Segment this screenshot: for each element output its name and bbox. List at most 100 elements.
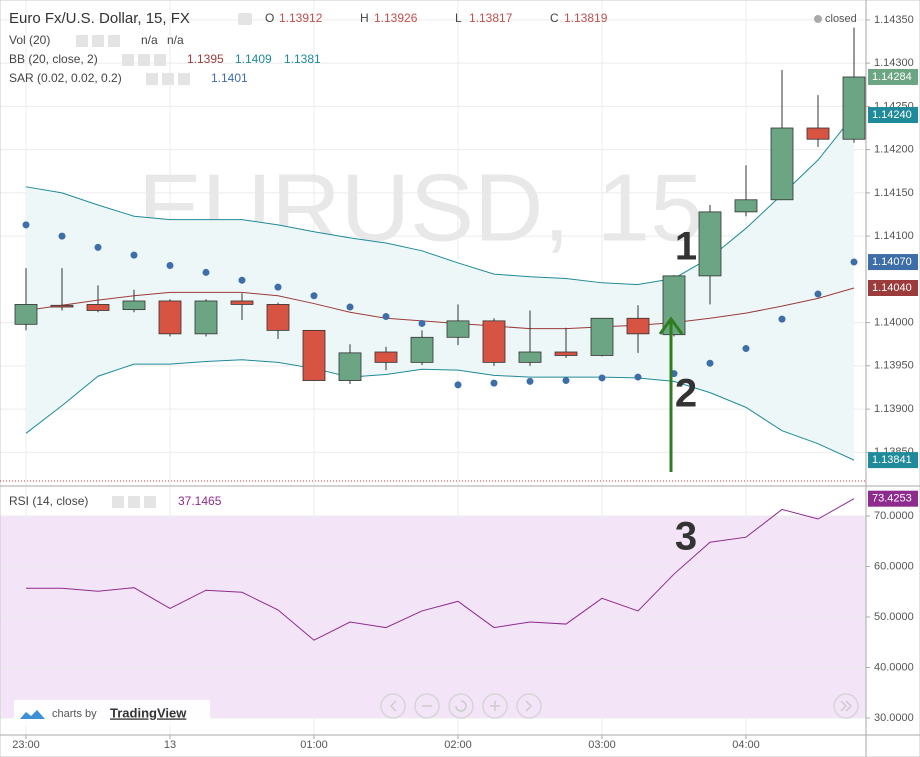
- indicator-value: n/a: [141, 33, 158, 47]
- x-tick-label: 03:00: [588, 739, 616, 751]
- candle-body: [482, 320, 506, 363]
- sar-dot: [202, 268, 210, 276]
- sar-dot: [274, 283, 282, 291]
- candle-body: [626, 317, 650, 335]
- nav-buttons[interactable]: [380, 693, 859, 719]
- reset[interactable]: [448, 693, 474, 719]
- ohlc-label: O: [265, 11, 274, 25]
- branding-prefix: charts by: [52, 708, 97, 720]
- last-value-label: 73.4253: [872, 493, 912, 505]
- indicator-line: [25, 287, 855, 330]
- y-tick-label: 60.0000: [874, 560, 914, 572]
- sar-dot: [382, 313, 390, 321]
- candle-body: [842, 76, 866, 140]
- ohlc-value: 1.13817: [469, 11, 513, 25]
- y-tick-label: 1.14100: [874, 230, 914, 242]
- last-value-label: 1.14040: [872, 282, 912, 294]
- candle-body: [554, 351, 578, 356]
- candle-body: [446, 320, 470, 338]
- sar-dot: [706, 359, 714, 367]
- indicator-value: n/a: [167, 33, 184, 47]
- x-tick-label: 02:00: [444, 739, 472, 751]
- header-icons: [76, 13, 252, 508]
- logo: [20, 710, 45, 719]
- last-value-tag: [868, 254, 918, 271]
- candle-body: [266, 304, 290, 331]
- last-value-label: 1.14070: [872, 256, 912, 268]
- indicator-value: 1.1409: [235, 52, 272, 66]
- y-tick-label: 1.14300: [874, 57, 914, 69]
- candle-body: [122, 300, 146, 311]
- sar-dot: [58, 232, 66, 240]
- last-value-tag: [868, 490, 918, 507]
- sar-dot: [310, 292, 318, 300]
- sar-dot: [22, 221, 30, 229]
- annotation: 3: [675, 515, 697, 559]
- status-dot: [814, 15, 822, 23]
- indicator-value: 1.1381: [284, 52, 321, 66]
- y-tick-label: 70.0000: [874, 510, 914, 522]
- y-tick-label: 1.13950: [874, 360, 914, 372]
- y-tick-label: 1.14350: [874, 14, 914, 26]
- candle-body: [338, 352, 362, 381]
- y-tick-label: 40.0000: [874, 661, 914, 673]
- sar-dot: [850, 258, 858, 266]
- sar-dot: [562, 377, 570, 385]
- last-value-label: 1.13841: [872, 454, 912, 466]
- y-tick-label: 1.13900: [874, 403, 914, 415]
- candle-body: [770, 127, 794, 201]
- sar-dot: [166, 262, 174, 270]
- status: closed: [825, 13, 857, 25]
- x-tick-label: 13: [164, 739, 176, 751]
- ohlc-label: C: [550, 11, 559, 25]
- indicator-value: 1.1395: [187, 52, 224, 66]
- candle-body: [806, 127, 830, 140]
- sar-dot: [526, 377, 534, 385]
- sar-dot: [490, 379, 498, 387]
- sar-dot: [634, 373, 642, 381]
- branding-box: [14, 700, 210, 726]
- x-tick-label: 01:00: [300, 739, 328, 751]
- go-to-end[interactable]: [833, 693, 859, 719]
- last-value-tag: [868, 107, 918, 124]
- rsi-line: [26, 498, 855, 641]
- y-tick-label: 50.0000: [874, 611, 914, 623]
- ohlc-value: 1.13819: [564, 11, 608, 25]
- candle-body: [374, 351, 398, 363]
- ohlc-value: 1.13912: [279, 11, 323, 25]
- x-tick-label: 04:00: [732, 739, 760, 751]
- annotation: 1: [675, 225, 697, 269]
- candle-body: [158, 300, 182, 335]
- y-tick-label: 1.14000: [874, 317, 914, 329]
- indicator-name: Vol (20): [9, 33, 50, 47]
- annotation: 2: [675, 372, 697, 416]
- indicator-value: 37.1465: [178, 494, 222, 508]
- sar-dot: [598, 374, 606, 382]
- bb-fill: [26, 115, 854, 461]
- last-value-tag: [868, 280, 918, 296]
- scroll-left[interactable]: [380, 693, 406, 719]
- zoom-out[interactable]: [414, 693, 440, 719]
- candle-body: [86, 304, 110, 311]
- y-tick-label: 1.14200: [874, 144, 914, 156]
- branding-link[interactable]: TradingView: [110, 705, 187, 720]
- ohlc-label: H: [360, 11, 369, 25]
- sar-dot: [238, 276, 246, 284]
- candle-body: [230, 300, 254, 305]
- candle-body: [590, 317, 614, 356]
- indicator-value: 1.1401: [211, 71, 248, 85]
- candle-body: [698, 211, 722, 277]
- indicator-name: RSI (14, close): [9, 494, 88, 508]
- sar-dot: [130, 251, 138, 259]
- scroll-right[interactable]: [516, 693, 542, 719]
- ohlc-value: 1.13926: [374, 11, 418, 25]
- indicator-line: [25, 359, 855, 461]
- last-value-label: 1.14240: [872, 109, 912, 121]
- sar-dot: [814, 290, 822, 298]
- y-tick-label: 30.0000: [874, 712, 914, 724]
- last-value-label: 1.14284: [872, 71, 912, 83]
- zoom-in[interactable]: [482, 693, 508, 719]
- candle-body: [302, 329, 326, 381]
